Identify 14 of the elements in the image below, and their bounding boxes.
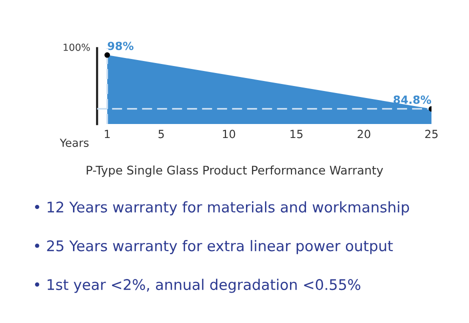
x-tick-label: 10 — [222, 130, 236, 138]
x-tick-label: 5 — [158, 130, 164, 138]
x-axis-title: Years — [60, 138, 89, 147]
x-tick-label: 25 — [425, 130, 438, 138]
x-tick-label: 15 — [290, 130, 302, 138]
x-tick-label: 20 — [358, 130, 370, 138]
text: • 1st year <2%, annual degradation <0.55% — [35, 278, 360, 293]
text: 98% — [108, 42, 134, 50]
text: 84.8% — [394, 96, 432, 104]
x-tick-label: 1 — [104, 130, 110, 138]
text: 100% — [64, 44, 90, 51]
text: • 12 Years warranty for materials and workmanship — [35, 201, 410, 216]
text: P-Type Single Glass Product Performance Warranty — [86, 165, 384, 177]
text: • 25 Years warranty for extra linear power output — [35, 240, 393, 254]
